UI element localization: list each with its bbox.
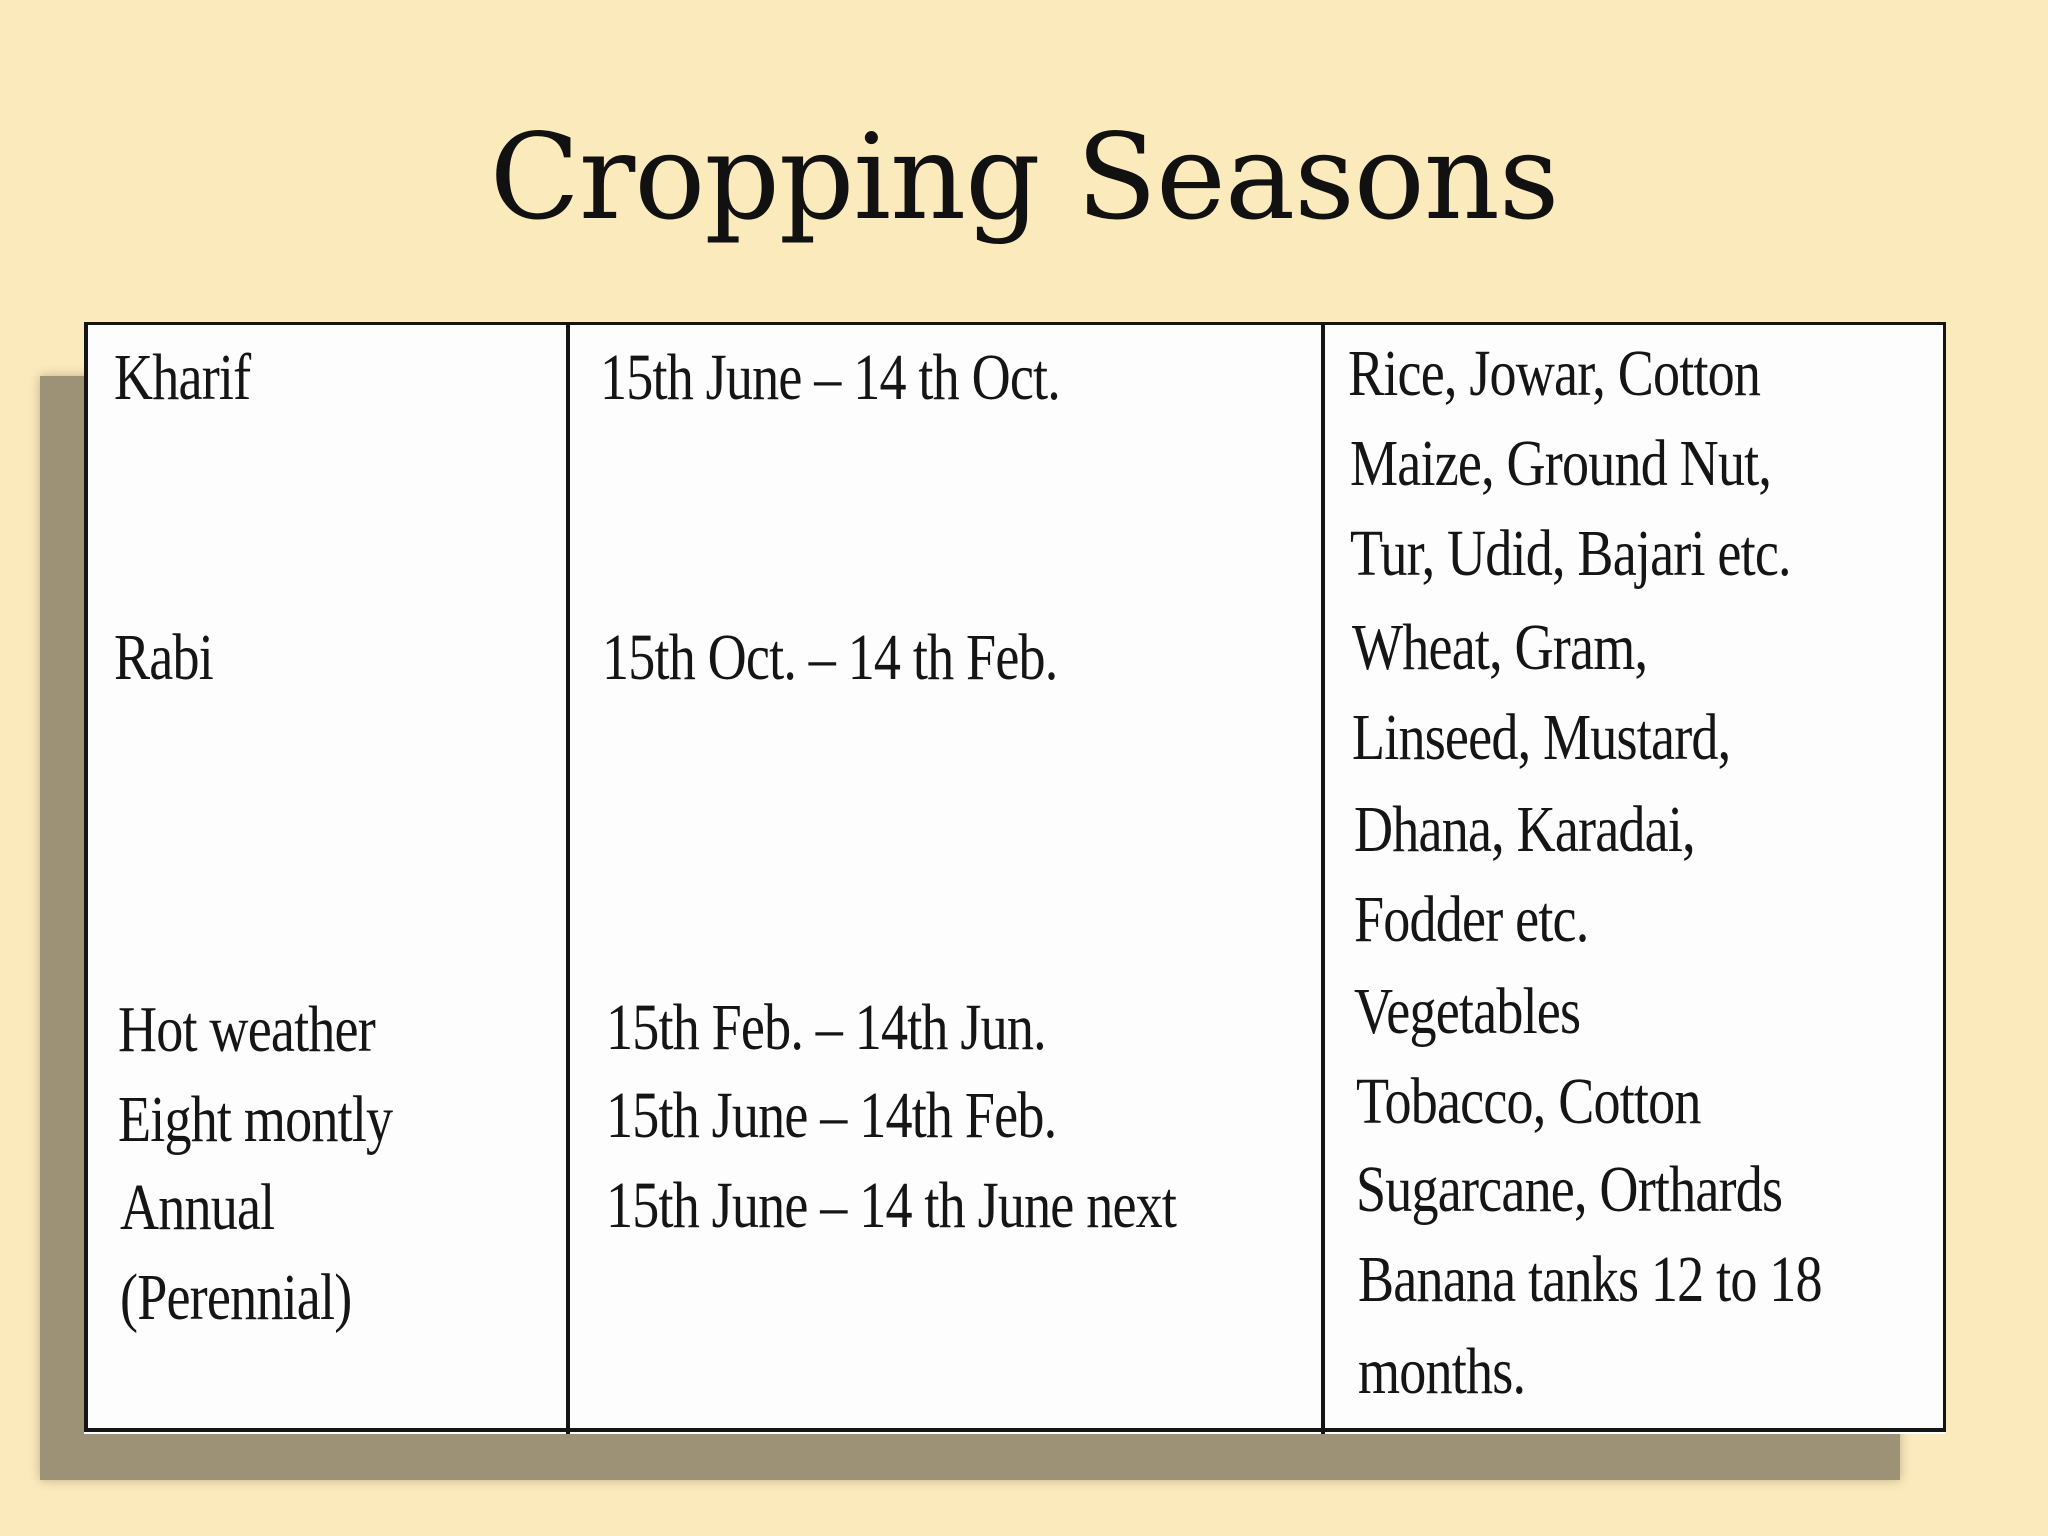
- period-kharif: 15th June – 14 th Oct.: [600, 341, 1061, 414]
- period-eight-montly: 15th June – 14th Feb.: [606, 1079, 1057, 1152]
- crops-line-10: Sugarcane, Orthards: [1356, 1153, 1783, 1226]
- crops-line-6: Dhana, Karadai,: [1354, 793, 1696, 866]
- crops-line-2: Maize, Ground Nut,: [1350, 427, 1772, 500]
- column-divider-2: [1321, 322, 1325, 1434]
- period-hot-weather: 15th Feb. – 14th Jun.: [606, 991, 1047, 1064]
- crops-line-1: Rice, Jowar, Cotton: [1348, 337, 1761, 410]
- season-annual: Annual: [120, 1171, 275, 1244]
- table-border: [84, 322, 1946, 1432]
- crops-line-7: Fodder etc.: [1354, 883, 1589, 956]
- period-rabi: 15th Oct. – 14 th Feb.: [602, 621, 1058, 694]
- season-kharif: Kharif: [114, 341, 251, 414]
- crops-line-9: Tobacco, Cotton: [1356, 1065, 1701, 1138]
- season-rabi: Rabi: [114, 621, 214, 694]
- season-perennial: (Perennial): [120, 1261, 352, 1334]
- crops-line-8: Vegetables: [1354, 975, 1581, 1048]
- cropping-seasons-table: Kharif Rabi Hot weather Eight montly Ann…: [84, 322, 1946, 1434]
- crops-line-3: Tur, Udid, Bajari etc.: [1350, 517, 1792, 590]
- crops-line-12: months.: [1358, 1335, 1526, 1408]
- column-divider-1: [566, 322, 570, 1434]
- season-eight-montly: Eight montly: [118, 1083, 393, 1156]
- crops-line-11: Banana tanks 12 to 18: [1358, 1243, 1823, 1316]
- crops-line-5: Linseed, Mustard,: [1352, 701, 1731, 774]
- slide-title: Cropping Seasons: [489, 108, 1560, 246]
- crops-line-4: Wheat, Gram,: [1352, 611, 1648, 684]
- season-hot-weather: Hot weather: [118, 993, 376, 1066]
- period-annual: 15th June – 14 th June next: [606, 1169, 1177, 1242]
